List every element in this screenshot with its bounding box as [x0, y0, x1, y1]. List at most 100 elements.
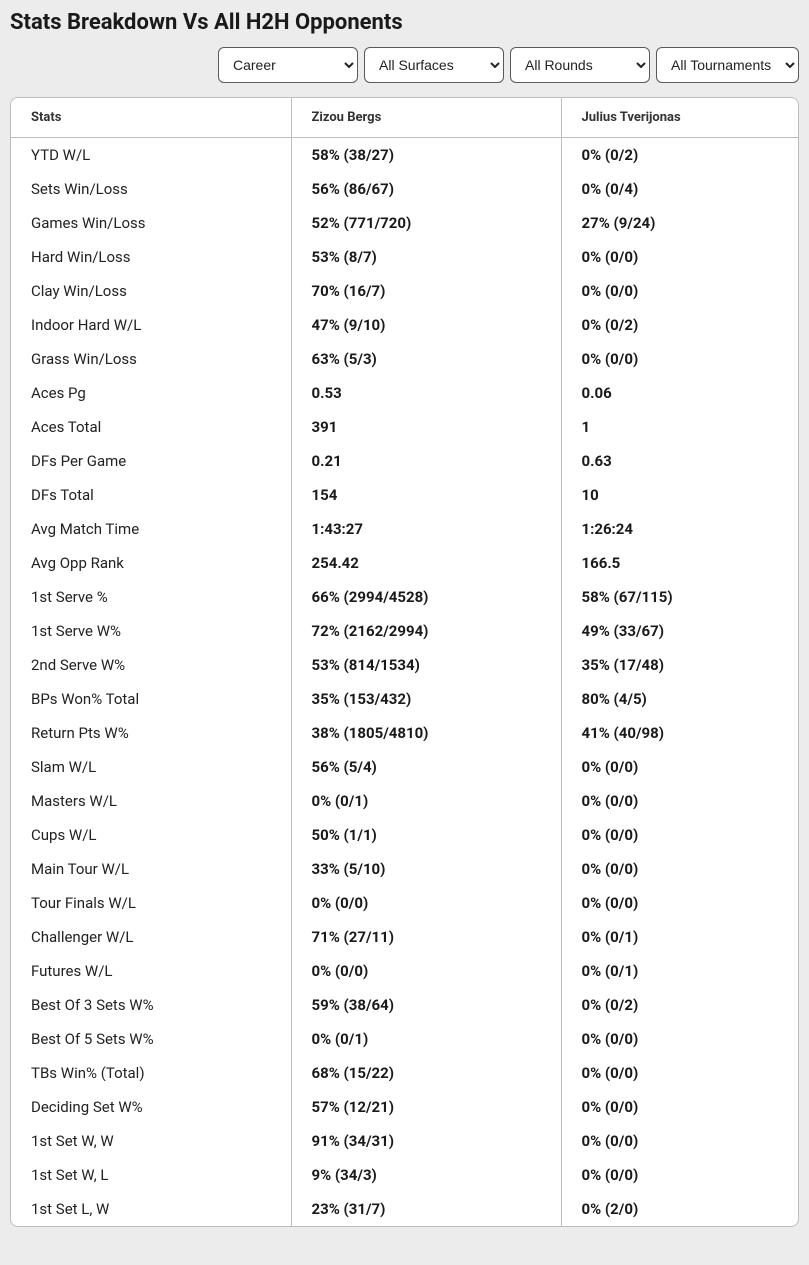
stat-label: Main Tour W/L: [11, 852, 291, 886]
stat-label: Avg Match Time: [11, 512, 291, 546]
stat-value-player1: 1:43:27: [291, 512, 561, 546]
stat-label: Masters W/L: [11, 784, 291, 818]
stat-value-player1: 154: [291, 478, 561, 512]
stat-label: Cups W/L: [11, 818, 291, 852]
stat-value-player2: 58% (67/115): [561, 580, 798, 614]
stat-value-player2: 1: [561, 410, 798, 444]
stat-value-player2: 0% (0/2): [561, 988, 798, 1022]
stat-label: 1st Set W, W: [11, 1124, 291, 1158]
stats-table: Stats Zizou Bergs Julius Tverijonas YTD …: [11, 98, 798, 1226]
table-row: Clay Win/Loss70% (16/7)0% (0/0): [11, 274, 798, 308]
stat-value-player1: 0.53: [291, 376, 561, 410]
stat-value-player1: 63% (5/3): [291, 342, 561, 376]
stat-value-player2: 0% (0/0): [561, 750, 798, 784]
stat-value-player1: 56% (5/4): [291, 750, 561, 784]
stat-label: Tour Finals W/L: [11, 886, 291, 920]
stat-value-player2: 35% (17/48): [561, 648, 798, 682]
filter-tournaments-select[interactable]: All Tournaments: [656, 47, 799, 83]
stat-value-player1: 0% (0/0): [291, 954, 561, 988]
stat-label: Return Pts W%: [11, 716, 291, 750]
stat-label: 2nd Serve W%: [11, 648, 291, 682]
table-row: Aces Total3911: [11, 410, 798, 444]
stat-label: Futures W/L: [11, 954, 291, 988]
stat-value-player2: 0% (2/0): [561, 1192, 798, 1226]
stat-value-player1: 254.42: [291, 546, 561, 580]
stat-value-player1: 38% (1805/4810): [291, 716, 561, 750]
table-row: Aces Pg0.530.06: [11, 376, 798, 410]
stats-table-body: YTD W/L58% (38/27)0% (0/2)Sets Win/Loss5…: [11, 138, 798, 1227]
stats-table-container: Stats Zizou Bergs Julius Tverijonas YTD …: [10, 97, 799, 1227]
stat-label: Hard Win/Loss: [11, 240, 291, 274]
stat-label: DFs Per Game: [11, 444, 291, 478]
stat-value-player2: 0% (0/2): [561, 308, 798, 342]
page-title: Stats Breakdown Vs All H2H Opponents: [10, 10, 799, 35]
stat-value-player2: 1:26:24: [561, 512, 798, 546]
stat-value-player1: 66% (2994/4528): [291, 580, 561, 614]
table-row: Return Pts W%38% (1805/4810)41% (40/98): [11, 716, 798, 750]
stat-value-player2: 166.5: [561, 546, 798, 580]
stat-label: Best Of 5 Sets W%: [11, 1022, 291, 1056]
stat-value-player2: 0% (0/0): [561, 852, 798, 886]
stat-value-player1: 52% (771/720): [291, 206, 561, 240]
stat-value-player1: 58% (38/27): [291, 138, 561, 173]
stat-label: 1st Set L, W: [11, 1192, 291, 1226]
stat-label: Grass Win/Loss: [11, 342, 291, 376]
filter-career-select[interactable]: Career: [218, 47, 358, 83]
stat-value-player1: 50% (1/1): [291, 818, 561, 852]
table-row: Main Tour W/L33% (5/10)0% (0/0): [11, 852, 798, 886]
stat-label: Aces Pg: [11, 376, 291, 410]
table-row: BPs Won% Total35% (153/432)80% (4/5): [11, 682, 798, 716]
table-row: Grass Win/Loss63% (5/3)0% (0/0): [11, 342, 798, 376]
stat-value-player2: 0% (0/0): [561, 240, 798, 274]
stat-label: TBs Win% (Total): [11, 1056, 291, 1090]
stat-value-player1: 68% (15/22): [291, 1056, 561, 1090]
table-row: YTD W/L58% (38/27)0% (0/2): [11, 138, 798, 173]
col-header-player1: Zizou Bergs: [291, 98, 561, 138]
stat-value-player2: 80% (4/5): [561, 682, 798, 716]
stat-value-player2: 41% (40/98): [561, 716, 798, 750]
table-row: Indoor Hard W/L47% (9/10)0% (0/2): [11, 308, 798, 342]
table-row: 1st Serve %66% (2994/4528)58% (67/115): [11, 580, 798, 614]
stat-label: BPs Won% Total: [11, 682, 291, 716]
stat-value-player2: 10: [561, 478, 798, 512]
filters-row: Career All Surfaces All Rounds All Tourn…: [10, 47, 799, 83]
stat-value-player2: 0% (0/4): [561, 172, 798, 206]
stat-label: Clay Win/Loss: [11, 274, 291, 308]
filter-surfaces-select[interactable]: All Surfaces: [364, 47, 504, 83]
stat-value-player2: 0% (0/0): [561, 818, 798, 852]
stat-value-player1: 70% (16/7): [291, 274, 561, 308]
stat-value-player1: 56% (86/67): [291, 172, 561, 206]
stat-value-player1: 71% (27/11): [291, 920, 561, 954]
stat-value-player2: 0.06: [561, 376, 798, 410]
stat-value-player2: 0% (0/0): [561, 1056, 798, 1090]
stat-value-player2: 0% (0/2): [561, 138, 798, 173]
filter-rounds-select[interactable]: All Rounds: [510, 47, 650, 83]
stat-value-player2: 0% (0/0): [561, 784, 798, 818]
stat-value-player1: 0% (0/1): [291, 784, 561, 818]
stat-label: Avg Opp Rank: [11, 546, 291, 580]
table-row: Tour Finals W/L0% (0/0)0% (0/0): [11, 886, 798, 920]
stat-value-player1: 47% (9/10): [291, 308, 561, 342]
stat-value-player2: 0% (0/0): [561, 1022, 798, 1056]
table-row: 1st Set L, W23% (31/7)0% (2/0): [11, 1192, 798, 1226]
stat-value-player2: 0% (0/0): [561, 342, 798, 376]
stat-value-player1: 391: [291, 410, 561, 444]
stat-value-player1: 72% (2162/2994): [291, 614, 561, 648]
stat-value-player1: 59% (38/64): [291, 988, 561, 1022]
table-row: 2nd Serve W%53% (814/1534)35% (17/48): [11, 648, 798, 682]
stat-label: 1st Set W, L: [11, 1158, 291, 1192]
table-row: Challenger W/L71% (27/11)0% (0/1): [11, 920, 798, 954]
stat-value-player2: 0% (0/0): [561, 1090, 798, 1124]
stat-label: Best Of 3 Sets W%: [11, 988, 291, 1022]
stat-value-player2: 0% (0/0): [561, 274, 798, 308]
stat-value-player1: 23% (31/7): [291, 1192, 561, 1226]
table-row: Best Of 5 Sets W%0% (0/1)0% (0/0): [11, 1022, 798, 1056]
col-header-player2: Julius Tverijonas: [561, 98, 798, 138]
table-header-row: Stats Zizou Bergs Julius Tverijonas: [11, 98, 798, 138]
stat-label: Indoor Hard W/L: [11, 308, 291, 342]
table-row: Games Win/Loss52% (771/720)27% (9/24): [11, 206, 798, 240]
stat-label: 1st Serve %: [11, 580, 291, 614]
col-header-stats: Stats: [11, 98, 291, 138]
stat-label: 1st Serve W%: [11, 614, 291, 648]
stat-label: Sets Win/Loss: [11, 172, 291, 206]
